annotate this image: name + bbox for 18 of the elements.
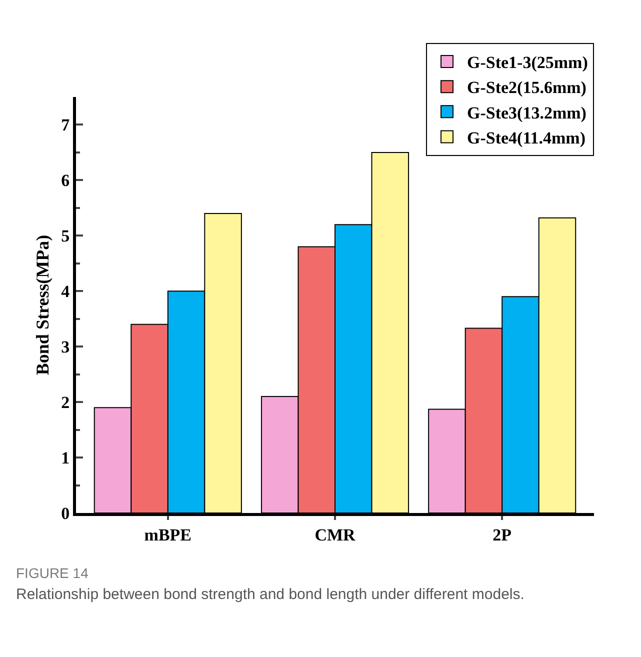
- x-tick-label: mBPE: [144, 525, 192, 544]
- y-tick-label: 4: [61, 282, 70, 302]
- x-tick-label: CMR: [314, 525, 356, 544]
- legend-label: G-Ste4(11.4mm): [467, 128, 586, 148]
- y-tick-label: 0: [61, 504, 70, 523]
- caption: FIGURE 14: [16, 565, 89, 581]
- y-tick-label: 3: [61, 338, 70, 357]
- y-tick-label: 6: [61, 171, 70, 190]
- y-tick-label: 2: [61, 393, 70, 412]
- x-tick-label: 2P: [492, 525, 512, 544]
- y-tick-label: 1: [61, 448, 70, 468]
- legend-label: G-Ste1-3(25mm): [467, 53, 588, 72]
- legend-label: G-Ste2(15.6mm): [467, 78, 586, 98]
- y-tick-label: 5: [61, 226, 70, 246]
- y-tick-label: 7: [61, 116, 70, 135]
- legend-label: G-Ste3(13.2mm): [467, 103, 586, 122]
- y-axis-title: Bond Stress(MPa): [32, 234, 52, 376]
- text: Relationship between bond strength and bond length under different models.: [16, 586, 524, 603]
